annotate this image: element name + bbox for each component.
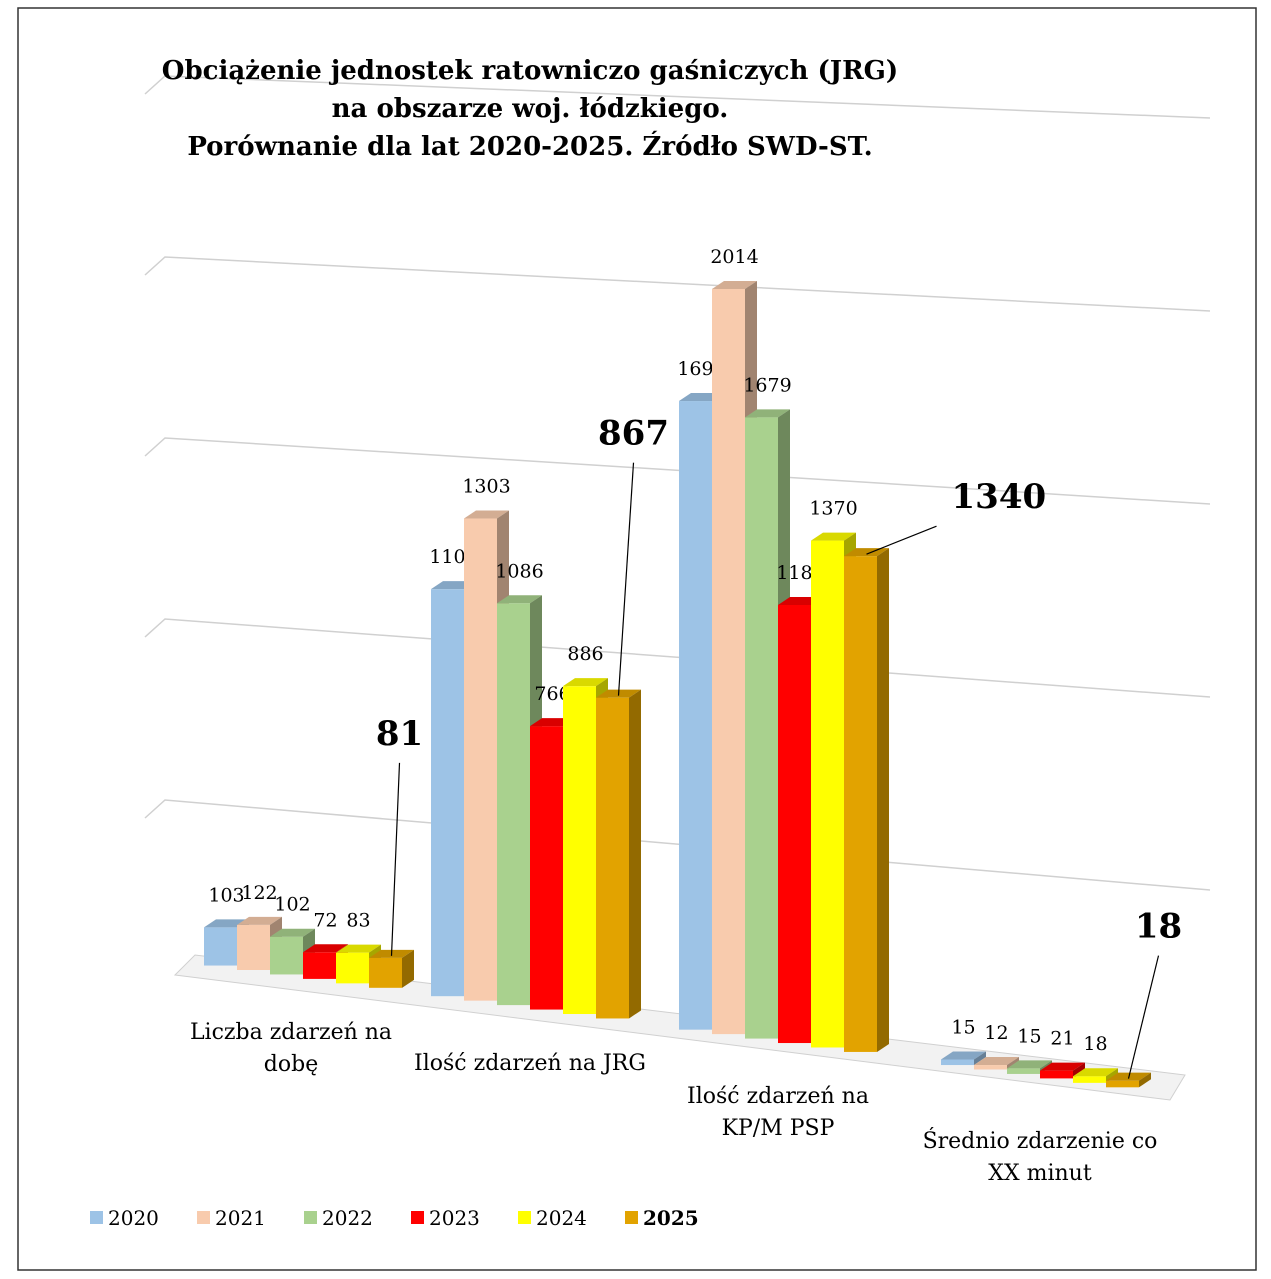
bar-top [1007,1060,1052,1069]
grid-line [144,256,1211,312]
legend-label: 2024 [536,1206,587,1230]
bar-side [402,949,414,988]
bar-top [563,678,608,687]
bar [303,952,336,979]
bar [1040,1070,1073,1079]
bar-top [974,1057,1019,1066]
bar-top [811,532,856,541]
leader-line [1127,955,1160,1079]
legend-swatch [625,1211,638,1224]
bar-top [237,916,282,925]
bar [974,1065,1007,1070]
data-label: 21 [1050,1028,1074,1050]
bar [497,603,530,1006]
legend-label: 2020 [108,1206,159,1230]
bar [464,518,497,1001]
data-label: 102 [274,894,310,916]
bar [270,936,303,975]
bar-side [629,689,641,1019]
legend-label: 2021 [215,1206,266,1230]
bar-side [1139,1072,1151,1088]
bar [530,726,563,1010]
bar-top [712,280,757,289]
chart-title: Obciążenie jednostek ratowniczo gaśniczy… [161,56,899,162]
data-label: 766 [534,683,570,705]
bar [431,589,464,997]
bar-top [464,510,509,519]
legend-label: 2025 [643,1206,699,1230]
legend-label: 2022 [322,1206,373,1230]
data-label: 12 [984,1022,1008,1044]
bar [745,417,778,1039]
legend-swatch [197,1211,210,1224]
bar [811,540,844,1048]
data-label: 1370 [809,498,857,520]
bar [204,927,237,966]
bar-side [1007,1057,1019,1070]
bar [563,686,596,1015]
bar-top [270,928,315,937]
data-label: 1679 [743,374,791,396]
leader-line [617,462,635,696]
bar-top [745,409,790,418]
data-label: 867 [598,414,669,454]
legend-swatch [411,1211,424,1224]
bar-top [336,944,381,953]
bar [844,556,877,1052]
legend-swatch [90,1211,103,1224]
data-label: 81 [376,714,423,754]
legend-label: 2023 [429,1206,480,1230]
data-label: 72 [313,909,337,931]
bar-side [877,548,889,1052]
data-label: 886 [567,643,603,665]
bar-top [941,1051,986,1060]
bar [237,924,270,970]
leader-line [390,762,401,956]
data-label: 1086 [495,560,543,582]
data-label: 1340 [952,477,1047,517]
data-label: 2014 [710,246,758,268]
bar [1007,1068,1040,1074]
x-tick-label: Liczba zdarzeń na dobę [189,1019,393,1077]
bar-side [974,1051,986,1066]
data-label: 83 [346,910,370,932]
bar [369,957,402,988]
bar [778,604,811,1044]
bar [679,401,712,1030]
bar-top [1040,1062,1085,1071]
bar [336,952,369,984]
legend-swatch [304,1211,317,1224]
data-label: 103 [208,884,244,906]
grid-line [144,75,1211,119]
bar [712,288,745,1035]
bar [941,1059,974,1066]
data-label: 15 [951,1016,975,1038]
data-label: 18 [1083,1033,1107,1055]
data-label: 15 [1017,1025,1041,1047]
x-tick-label: Ilość zdarzeń na KP/M PSP [687,1084,869,1142]
data-label: 1303 [462,476,510,498]
legend-swatch [518,1211,531,1224]
data-label: 18 [1135,907,1182,947]
bar [1106,1080,1139,1088]
bar [596,697,629,1019]
grid-line [144,437,1211,505]
x-tick-label: Ilość zdarzeń na JRG [414,1050,646,1076]
data-label: 122 [241,882,277,904]
bar-top [303,944,348,953]
x-tick-label: Średnio zdarzenie co XX minut [922,1129,1158,1187]
bar-top [1073,1068,1118,1077]
bar [1073,1076,1106,1083]
leader-line [866,525,937,555]
bar-top [497,595,542,604]
